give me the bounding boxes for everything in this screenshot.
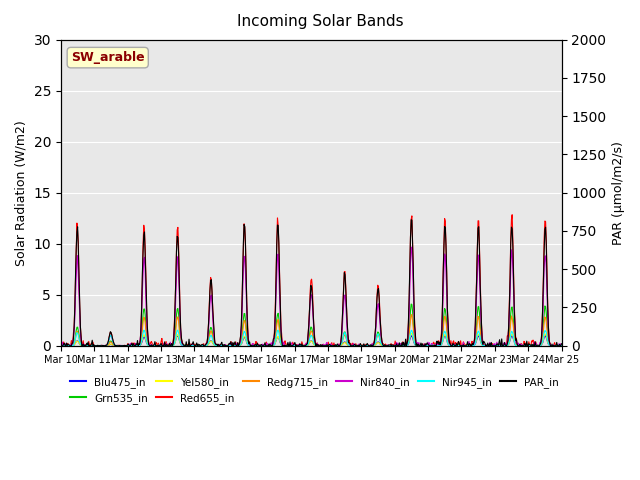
Text: SW_arable: SW_arable	[71, 51, 145, 64]
Legend: Blu475_in, Grn535_in, Yel580_in, Red655_in, Redg715_in, Nir840_in, Nir945_in, PA: Blu475_in, Grn535_in, Yel580_in, Red655_…	[66, 372, 563, 408]
Text: Incoming Solar Bands: Incoming Solar Bands	[237, 14, 403, 29]
Y-axis label: PAR (μmol/m2/s): PAR (μmol/m2/s)	[612, 141, 625, 245]
Y-axis label: Solar Radiation (W/m2): Solar Radiation (W/m2)	[15, 120, 28, 265]
